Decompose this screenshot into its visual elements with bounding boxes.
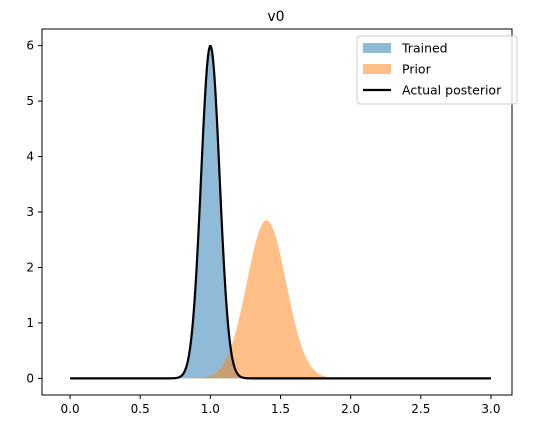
series-lines <box>70 44 491 380</box>
series-actual-posterior-line <box>70 44 491 380</box>
x-tick-label: 0.5 <box>131 402 150 416</box>
y-tick-label: 2 <box>26 260 34 274</box>
y-tick-label: 0 <box>26 371 34 385</box>
y-tick-label: 4 <box>26 150 34 164</box>
x-tick-label: 1.0 <box>201 402 220 416</box>
y-tick-label: 6 <box>26 39 34 53</box>
x-tick-label: 2.5 <box>411 402 430 416</box>
legend: Trained Prior Actual posterior <box>356 35 518 105</box>
x-axis: 0.0 0.5 1.0 1.5 2.0 2.5 3.0 <box>61 395 501 416</box>
chart-title: v0 <box>267 9 284 25</box>
series-fills <box>70 45 491 379</box>
series-prior-fill <box>70 220 491 379</box>
x-tick-label: 3.0 <box>481 402 500 416</box>
y-tick-label: 1 <box>26 316 34 330</box>
y-tick-label: 5 <box>26 94 34 108</box>
legend-swatch <box>363 64 391 74</box>
x-tick-label: 0.0 <box>61 402 80 416</box>
y-tick-label: 3 <box>26 205 34 219</box>
y-axis: 0 1 2 3 4 5 6 <box>26 39 42 385</box>
x-tick-label: 1.5 <box>271 402 290 416</box>
legend-box <box>356 35 518 105</box>
x-tick-label: 2.0 <box>341 402 360 416</box>
legend-label: Prior <box>402 62 432 77</box>
legend-label: Actual posterior <box>402 83 502 98</box>
legend-swatch <box>363 43 391 53</box>
legend-label: Trained <box>401 41 448 56</box>
